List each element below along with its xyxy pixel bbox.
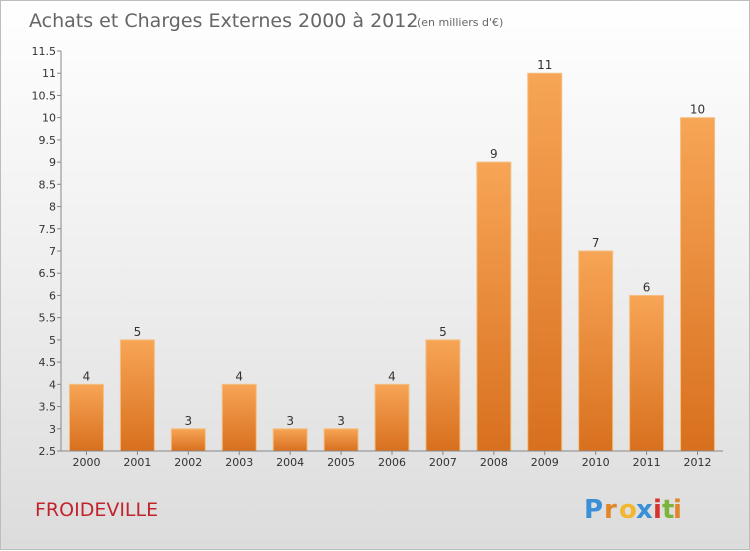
bar-2001 bbox=[119, 339, 155, 452]
y-tick-label: 10 bbox=[42, 112, 56, 125]
bar-2004 bbox=[272, 428, 308, 452]
y-tick-label: 11 bbox=[42, 67, 56, 80]
bar-2009 bbox=[527, 72, 563, 452]
data-label-2006: 4 bbox=[388, 369, 396, 383]
chart-title: Achats et Charges Externes 2000 à 2012 bbox=[29, 10, 418, 32]
logo-letter: t bbox=[662, 495, 674, 525]
bar-2006 bbox=[374, 383, 410, 452]
logo-letter: r bbox=[604, 495, 617, 525]
bar-2002 bbox=[170, 428, 206, 452]
logo-letter: o bbox=[619, 495, 637, 525]
x-tick-label-2006: 2006 bbox=[378, 456, 406, 469]
bar-2007 bbox=[425, 339, 461, 452]
data-label-2009: 11 bbox=[537, 58, 552, 72]
data-label-2001: 5 bbox=[134, 325, 142, 339]
x-tick-label-2003: 2003 bbox=[225, 456, 253, 469]
y-axis: 2.5 3 3.5 4 4.5 5 5.5 6 6.5 7 7.5 8 8.5 9 9.5 10 10.5 11 1… bbox=[32, 45, 62, 458]
y-tick-label: 8 bbox=[49, 201, 56, 214]
bar-2003 bbox=[221, 383, 257, 452]
y-tick-label: 2.5 bbox=[39, 445, 57, 458]
bar-2000 bbox=[68, 383, 104, 452]
x-tick-label-2008: 2008 bbox=[480, 456, 508, 469]
bar-2005 bbox=[323, 428, 359, 452]
y-tick-label: 5 bbox=[49, 334, 56, 347]
y-tick-label: 6 bbox=[49, 289, 56, 302]
y-tick-label: 8.5 bbox=[39, 178, 57, 191]
x-tick-label-2001: 2001 bbox=[123, 456, 151, 469]
data-label-2002: 3 bbox=[184, 414, 192, 428]
x-tick-label-2002: 2002 bbox=[174, 456, 202, 469]
y-tick-label: 4 bbox=[49, 378, 56, 391]
x-tick-label-2005: 2005 bbox=[327, 456, 355, 469]
x-tick-label-2000: 2000 bbox=[72, 456, 100, 469]
y-tick-label: 10.5 bbox=[32, 89, 57, 102]
logo-letter: i bbox=[653, 495, 662, 525]
y-tick-label: 5.5 bbox=[39, 312, 57, 325]
x-tick-label-2010: 2010 bbox=[582, 456, 610, 469]
logo-letter: i bbox=[673, 495, 682, 525]
data-label-2005: 3 bbox=[337, 414, 345, 428]
x-tick-label-2012: 2012 bbox=[684, 456, 712, 469]
x-tick-label-2009: 2009 bbox=[531, 456, 559, 469]
y-tick-label: 9 bbox=[49, 156, 56, 169]
bar-2010 bbox=[578, 250, 614, 452]
y-tick-label: 3.5 bbox=[39, 401, 57, 414]
logo-letter: P bbox=[584, 495, 603, 525]
x-tick-label-2011: 2011 bbox=[633, 456, 661, 469]
data-label-2004: 3 bbox=[286, 414, 294, 428]
x-tick-label-2004: 2004 bbox=[276, 456, 304, 469]
commune-name: FROIDEVILLE bbox=[35, 499, 158, 521]
logo-letter: x bbox=[636, 495, 653, 525]
bar-2008 bbox=[476, 161, 512, 452]
y-tick-label: 7.5 bbox=[39, 223, 57, 236]
y-tick-label: 6.5 bbox=[39, 267, 57, 280]
data-label-2003: 4 bbox=[235, 369, 243, 383]
data-label-2011: 6 bbox=[643, 280, 651, 294]
x-tick-label-2007: 2007 bbox=[429, 456, 457, 469]
bar-2012 bbox=[680, 117, 716, 452]
data-label-2012: 10 bbox=[690, 103, 705, 117]
chart-subtitle: (en milliers d'€) bbox=[417, 16, 503, 29]
y-tick-label: 9.5 bbox=[39, 134, 57, 147]
y-tick-label: 11.5 bbox=[32, 45, 57, 58]
y-tick-label: 3 bbox=[49, 423, 56, 436]
y-tick-label: 7 bbox=[49, 245, 56, 258]
y-tick-label: 4.5 bbox=[39, 356, 57, 369]
bar-2011 bbox=[629, 294, 665, 452]
data-label-2000: 4 bbox=[83, 369, 91, 383]
bars-group: 4 5 3 4 3 3 4 5 9 11 7 6 10 bbox=[68, 58, 716, 452]
x-axis: 2000 2001 2002 2003 2004 2005 2006 2007 2008 2009… bbox=[61, 450, 723, 469]
data-label-2007: 5 bbox=[439, 325, 447, 339]
data-label-2010: 7 bbox=[592, 236, 600, 250]
data-label-2008: 9 bbox=[490, 147, 498, 161]
